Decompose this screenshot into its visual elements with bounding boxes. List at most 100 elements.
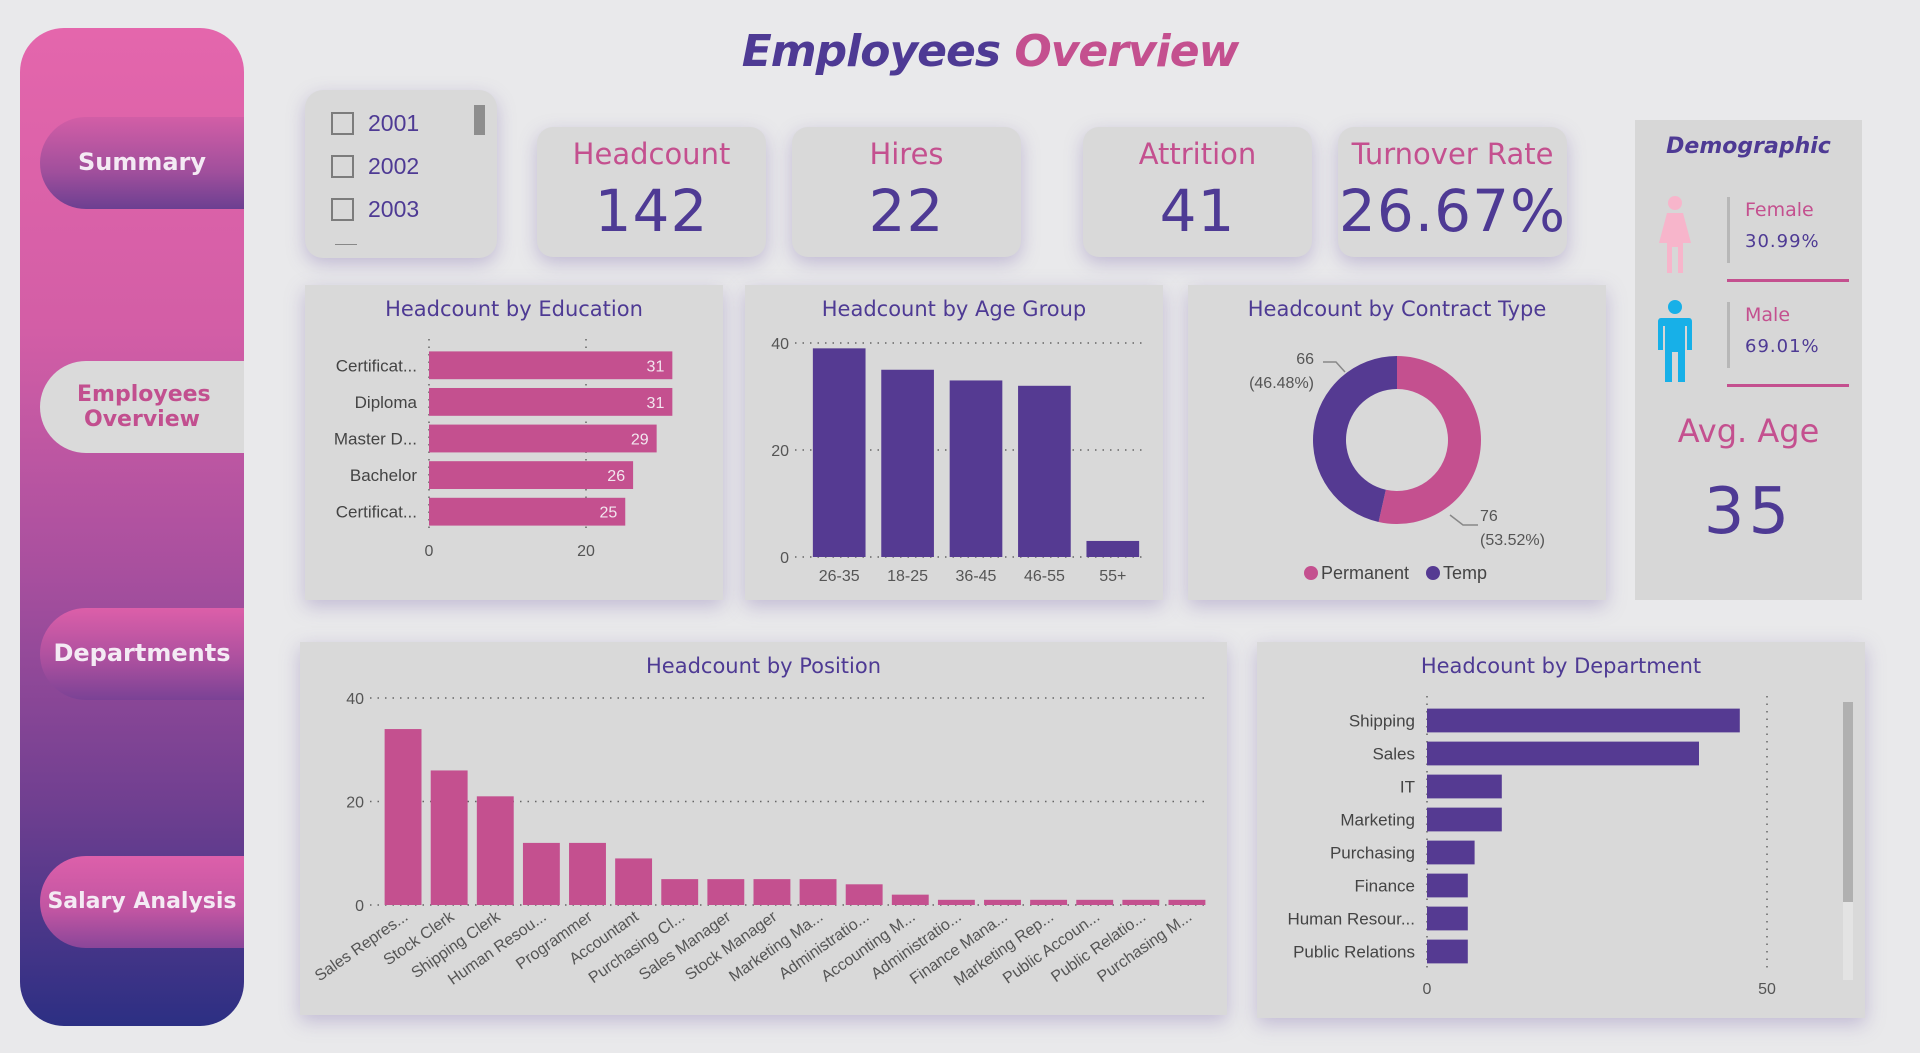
- male-value: 69.01%: [1745, 336, 1820, 357]
- data-label: (53.52%): [1480, 532, 1545, 549]
- bar: [429, 461, 634, 490]
- bar: [1427, 840, 1475, 865]
- scrollbar-thumb[interactable]: [1843, 702, 1853, 902]
- nav-employees-overview-label: Employees Overview: [77, 381, 211, 432]
- bar: [430, 770, 468, 905]
- nav-employees-overview-button[interactable]: Employees Overview: [40, 361, 244, 453]
- divider: [1727, 279, 1849, 282]
- bar: [753, 879, 791, 905]
- bar: [891, 894, 929, 905]
- bar: [1122, 899, 1160, 905]
- contract-type-chart: 76 (53.52%) 66 (46.48%) Permanent Temp: [1249, 351, 1545, 583]
- slicer-scrollbar[interactable]: [474, 105, 485, 135]
- nav-departments-label: Departments: [53, 639, 231, 668]
- female-icon: [1659, 196, 1691, 273]
- nav-summary-button[interactable]: Summary: [40, 117, 244, 209]
- avg-age-label: Avg. Age: [1677, 412, 1820, 450]
- page-title-part2: Overview: [1014, 26, 1239, 77]
- male-icon: [1658, 300, 1692, 382]
- page-title: Employees Overview: [640, 26, 1340, 77]
- kpi-label: Attrition: [1138, 137, 1257, 171]
- y-tick-label: 20: [771, 443, 789, 460]
- bar: [707, 879, 745, 905]
- bar: [1030, 899, 1068, 905]
- bar: [661, 879, 699, 905]
- male-label: Male: [1745, 304, 1791, 326]
- bar: [1427, 774, 1502, 799]
- bar: [1427, 873, 1468, 898]
- x-tick-label: 0: [1423, 981, 1432, 998]
- bar: [1086, 540, 1140, 557]
- demographic-title: Demographic: [1666, 134, 1831, 159]
- category-label: IT: [1400, 778, 1415, 797]
- kpi-hires-card: Hires 22: [792, 127, 1021, 257]
- female-row: Female 30.99%: [1635, 195, 1862, 295]
- chart-title: Headcount by Education: [385, 297, 643, 321]
- page-title-part1: Employees: [741, 26, 1001, 77]
- category-label: Sales: [1372, 745, 1415, 764]
- bar: [522, 842, 560, 905]
- bar: [937, 899, 975, 905]
- bar: [1427, 906, 1468, 931]
- kpi-label: Turnover Rate: [1351, 137, 1554, 171]
- nav-summary-label: Summary: [77, 148, 207, 177]
- category-label: Certificat...: [336, 503, 417, 522]
- data-label: 26: [607, 468, 625, 485]
- kpi-headcount-card: Headcount 142: [537, 127, 766, 257]
- contract-chart-card: Headcount by Contract Type 76 (53.52%) 66 (…: [1188, 285, 1606, 600]
- chart-title: Headcount by Contract Type: [1247, 297, 1547, 321]
- chart-title: Headcount by Position: [645, 654, 882, 678]
- category-label: Bachelor: [350, 466, 417, 485]
- chart-title: Headcount by Department: [1420, 654, 1702, 678]
- checkbox[interactable]: [331, 112, 354, 135]
- bar: [615, 858, 653, 905]
- bar: [799, 879, 837, 905]
- bar: [1168, 899, 1206, 905]
- year-option-2001[interactable]: 2001: [331, 110, 419, 137]
- nav-salary-analysis-button[interactable]: Salary Analysis: [40, 856, 244, 948]
- category-label: Diploma: [355, 393, 418, 412]
- bar: [429, 424, 657, 453]
- y-tick-label: 40: [346, 691, 364, 708]
- data-label: 31: [647, 358, 665, 375]
- year-option-2003[interactable]: 2003: [331, 196, 419, 223]
- chart-title: Headcount by Age Group: [821, 297, 1087, 321]
- kpi-turnover-rate-card: Turnover Rate 26.67%: [1338, 127, 1567, 257]
- data-label: 31: [647, 395, 665, 412]
- bar: [845, 884, 883, 905]
- category-label: Certificat...: [336, 356, 417, 375]
- education-chart: 0 20 Certificat... 31 Diploma 31 Master D... 29…: [334, 339, 673, 560]
- kpi-attrition-card: Attrition 41: [1083, 127, 1312, 257]
- kpi-value: 41: [1159, 177, 1236, 245]
- year-option-label: 2003: [368, 196, 420, 222]
- category-label: 18-25: [887, 568, 928, 585]
- bar: [569, 842, 606, 905]
- category-label: 26-35: [819, 568, 860, 585]
- data-label: 76: [1480, 508, 1498, 525]
- y-tick-label: 20: [346, 795, 364, 812]
- leader-line: [1323, 361, 1346, 373]
- category-label: Marketing: [1340, 811, 1415, 830]
- category-label: 46-55: [1024, 568, 1065, 585]
- x-tick-label: 50: [1758, 981, 1776, 998]
- avg-age-value: 35: [1703, 475, 1794, 549]
- year-option-2002[interactable]: 2002: [331, 153, 419, 180]
- bar: [1427, 939, 1468, 964]
- nav-departments-button[interactable]: Departments: [40, 608, 244, 700]
- y-tick-label: 0: [780, 550, 789, 567]
- position-chart-card: Headcount by Position 0 20 40 Sales Repres.…: [300, 642, 1227, 1015]
- bar: [384, 729, 422, 905]
- bar: [1076, 899, 1114, 905]
- year-slicer: 2001 2002 2003: [305, 90, 497, 258]
- legend-marker: [1304, 566, 1318, 580]
- checkbox[interactable]: [331, 198, 354, 221]
- category-label: Purchasing: [1330, 844, 1415, 863]
- donut-slice: [1378, 356, 1481, 524]
- kpi-label: Headcount: [572, 137, 731, 171]
- slicer-more-indicator: [335, 244, 357, 245]
- nav-salary-analysis-label: Salary Analysis: [47, 889, 237, 915]
- category-label: 55+: [1099, 568, 1126, 585]
- age-chart-card: Headcount by Age Group 0 20 40 26-35 18-25 36…: [745, 285, 1163, 600]
- checkbox[interactable]: [331, 155, 354, 178]
